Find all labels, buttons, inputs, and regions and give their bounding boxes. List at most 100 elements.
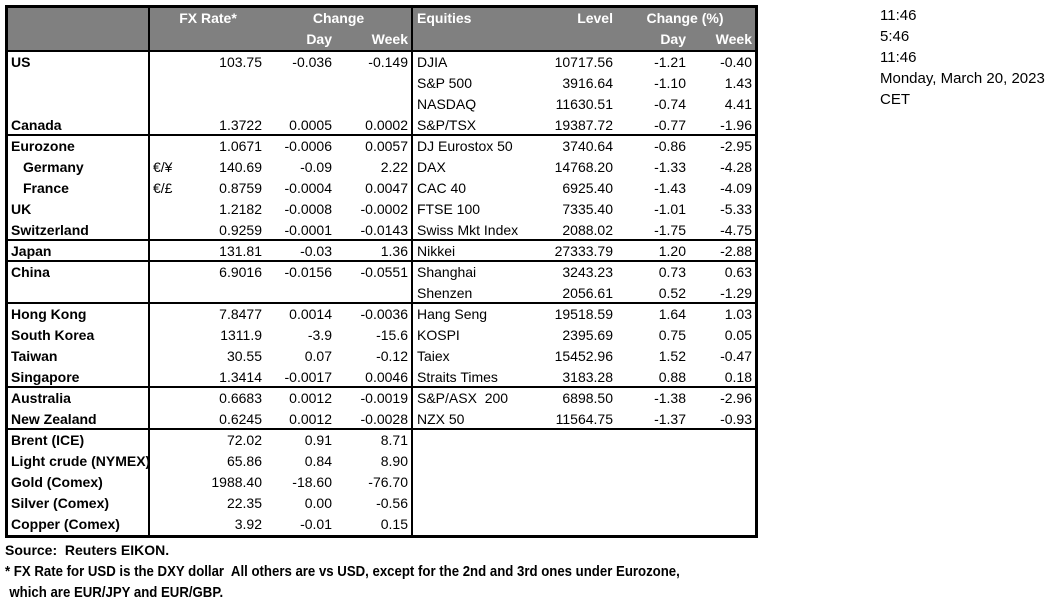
fx-pair-cell — [150, 304, 180, 325]
table-row: Shenzen 2056.61 0.52 -1.29 — [8, 283, 755, 304]
equity-level-cell: 11630.51 — [555, 96, 613, 112]
level-header: Level — [577, 10, 613, 26]
fx-day-change-cell — [266, 94, 336, 115]
fx-day-change-cell: -0.09 — [300, 159, 332, 175]
equity-day-change-cell: -1.43 — [654, 180, 686, 196]
fx-rate-cell: 6.9016 — [219, 264, 262, 280]
fx-rate-cell: 1.0671 — [219, 138, 262, 154]
fx-rate-header: FX Rate* — [179, 10, 237, 26]
equity-week-change-cell — [688, 472, 755, 493]
equity-week-change-cell — [688, 451, 755, 472]
fx-pair-cell — [150, 241, 180, 260]
equity-level-cell: 2088.02 — [562, 222, 613, 238]
equity-name-cell: NZX 50 — [417, 411, 465, 427]
equity-week-change-cell: -2.88 — [720, 243, 752, 259]
table-row: Hong Kong 7.8477 0.0014 -0.0036 Hang Seng 195… — [8, 304, 755, 325]
table-row: Japan 131.81 -0.03 1.36 Nikkei 27333.79 1.20 -2… — [8, 241, 755, 262]
fx-day-change-cell: 0.00 — [304, 495, 332, 511]
equity-week-change-cell: -0.40 — [720, 54, 752, 70]
equity-level-cell: 2395.69 — [562, 327, 613, 343]
fx-week-change-cell: 8.71 — [336, 430, 413, 451]
timezone-label: CET — [880, 91, 910, 108]
equity-level-cell: 7335.40 — [562, 201, 613, 217]
table-body: US 103.75 -0.036 -0.149 DJIA 10717.56 -1.21 -0.… — [8, 52, 755, 535]
equity-day-change-cell — [615, 514, 688, 535]
fx-region-cell: Brent (ICE) — [8, 430, 150, 451]
fx-day-change-cell — [266, 283, 336, 302]
equity-level-cell: 2056.61 — [562, 285, 613, 301]
fx-day-header: Day — [306, 31, 332, 47]
equity-level-cell: 27333.79 — [554, 243, 613, 259]
equity-day-change-cell: 0.73 — [658, 264, 686, 280]
equity-name-cell: Taiex — [417, 348, 450, 364]
table-row: Gold (Comex) 1988.40 -18.60 -76.70 — [8, 472, 755, 493]
equity-level-cell: 3183.28 — [562, 369, 613, 385]
equity-week-change-cell: 0.63 — [724, 264, 752, 280]
fx-pair-cell — [150, 409, 180, 428]
fx-pair-cell — [150, 367, 180, 386]
equity-week-change-cell: -0.47 — [720, 348, 752, 364]
equity-level-cell: 3740.64 — [562, 138, 613, 154]
equity-level-cell — [549, 430, 615, 451]
equity-week-change-cell — [688, 493, 755, 514]
equity-name-cell: Hang Seng — [417, 306, 488, 322]
equity-day-change-cell: -1.37 — [654, 411, 686, 427]
fx-region-cell: UK — [8, 199, 150, 220]
table-row: S&P 500 3916.64 -1.10 1.43 — [8, 73, 755, 94]
fx-rate-cell — [180, 73, 266, 94]
equity-day-change-cell: -1.75 — [654, 222, 686, 238]
fx-pair-cell — [150, 199, 180, 220]
fx-rate-cell: 0.6245 — [219, 411, 262, 427]
fx-day-change-cell: -0.036 — [292, 54, 332, 70]
equity-day-change-cell: -1.01 — [654, 201, 686, 217]
fx-region-cell: US — [8, 52, 150, 73]
equity-day-change-cell: -0.74 — [654, 96, 686, 112]
fx-day-change-cell: 0.0014 — [289, 306, 332, 322]
fx-pair-cell — [150, 73, 180, 94]
source-line: Source: Reuters EIKON. — [5, 542, 170, 558]
fx-pair-cell — [150, 472, 180, 493]
equity-level-cell — [549, 493, 615, 514]
fx-week-change-cell: -0.0019 — [336, 388, 413, 409]
market-data-table: FX Rate* Change Equities Level Change (%… — [5, 5, 758, 538]
equity-name-cell: CAC 40 — [417, 180, 467, 196]
fx-week-header: Week — [336, 29, 413, 50]
header-blank-cell — [549, 29, 615, 50]
equity-day-change-cell — [615, 451, 688, 472]
header-blank-cell — [8, 29, 150, 50]
fx-pair-cell — [150, 346, 180, 367]
equity-week-change-cell — [688, 430, 755, 451]
fx-rate-cell: 1.3722 — [219, 117, 262, 133]
fx-week-change-cell: 0.0002 — [336, 115, 413, 134]
equity-week-change-cell: -5.33 — [720, 201, 752, 217]
equity-day-change-cell: -0.77 — [654, 117, 686, 133]
equities-change-pct-header: Change (%) — [646, 10, 724, 26]
fx-region-cell: Taiwan — [8, 346, 150, 367]
equity-level-cell: 6925.40 — [562, 180, 613, 196]
fx-pair-cell — [150, 325, 180, 346]
fx-pair-cell — [150, 493, 180, 514]
fx-rate-cell: 1.2182 — [219, 201, 262, 217]
footer-notes: Source: Reuters EIKON. * FX Rate for USD… — [5, 540, 772, 603]
fx-pair-cell — [150, 262, 180, 283]
header-blank-cell — [180, 29, 266, 50]
fx-day-change-cell: -0.0004 — [284, 180, 332, 196]
fx-region-cell: South Korea — [8, 325, 150, 346]
timestamp-secondary: 5:46 — [880, 28, 910, 45]
fx-day-change-cell: 0.91 — [304, 432, 332, 448]
fx-rate-cell: 140.69 — [219, 159, 262, 175]
equity-day-change-cell: -1.33 — [654, 159, 686, 175]
timestamp-local: 11:46 — [880, 7, 917, 24]
fx-region-cell: Copper (Comex) — [8, 514, 150, 535]
equity-level-cell: 15452.96 — [554, 348, 613, 364]
equity-name-cell: DAX — [417, 159, 446, 175]
equity-level-cell: 3916.64 — [562, 75, 613, 91]
table-row: UK 1.2182 -0.0008 -0.0002 FTSE 100 7335.40 -1.… — [8, 199, 755, 220]
date-label: Monday, March 20, 2023 — [880, 70, 1045, 87]
equities-day-header: Day — [660, 31, 686, 47]
fx-region-cell — [8, 94, 150, 115]
equity-day-change-cell: -1.21 — [654, 54, 686, 70]
fx-rate-cell: 3.92 — [234, 516, 262, 532]
fx-region-cell: France — [8, 178, 150, 199]
equity-level-cell — [549, 472, 615, 493]
